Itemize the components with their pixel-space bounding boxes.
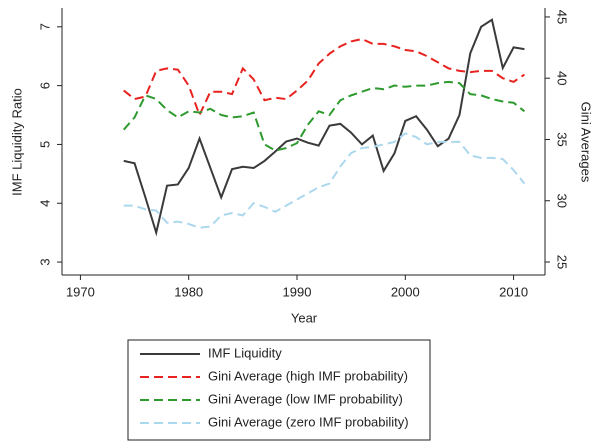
x-tick-label: 2010 xyxy=(499,284,528,299)
legend-label: Gini Average (low IMF probability) xyxy=(208,391,403,406)
series-line xyxy=(122,80,526,152)
legend-label: Gini Average (zero IMF probability) xyxy=(208,414,409,429)
y-tick-label: 5 xyxy=(37,141,52,148)
x-tick-label: 1970 xyxy=(66,284,95,299)
y2-tick-label: 40 xyxy=(555,71,570,85)
y-tick-label: 6 xyxy=(37,82,52,89)
y2-tick-label: 30 xyxy=(555,194,570,208)
series-line xyxy=(123,18,525,237)
y2-tick-label: 25 xyxy=(555,255,570,269)
y-axis-label: IMF Liquidity Ratio xyxy=(9,88,24,196)
legend-label: IMF Liquidity xyxy=(208,345,282,360)
series-line xyxy=(123,132,526,229)
y-tick-label: 4 xyxy=(37,200,52,207)
y2-axis-label: Gini Averages xyxy=(579,102,594,183)
y2-tick-label: 45 xyxy=(555,10,570,24)
x-tick-label: 1990 xyxy=(283,284,312,299)
y-tick-label: 3 xyxy=(37,258,52,265)
y-tick-label: 7 xyxy=(37,23,52,30)
x-tick-label: 1980 xyxy=(174,284,203,299)
y2-tick-label: 35 xyxy=(555,132,570,146)
legend-label: Gini Average (high IMF probability) xyxy=(208,368,408,383)
series-line xyxy=(123,37,525,118)
x-axis-label: Year xyxy=(291,310,318,325)
x-tick-label: 2000 xyxy=(391,284,420,299)
legend-box xyxy=(127,339,431,441)
